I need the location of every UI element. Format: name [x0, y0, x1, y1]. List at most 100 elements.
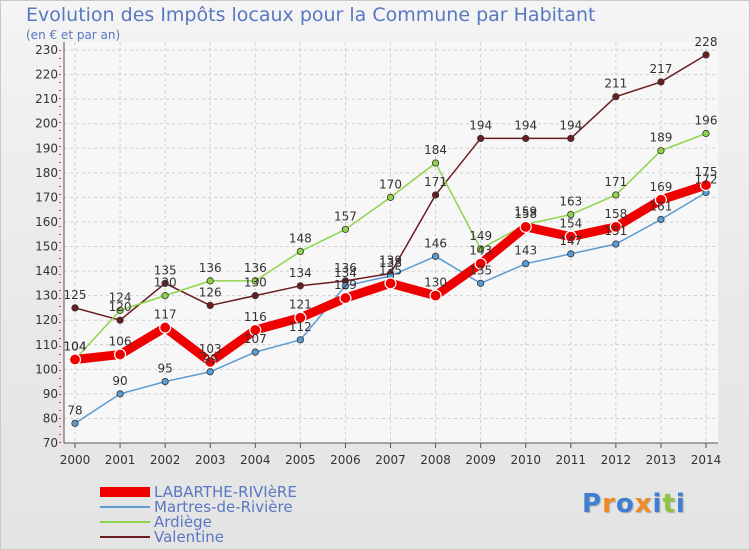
data-label: 161: [649, 199, 672, 213]
data-point: [699, 178, 713, 192]
data-point: [386, 193, 395, 201]
data-point: [519, 220, 532, 233]
data-label: 194: [514, 118, 537, 132]
data-point: [68, 353, 82, 366]
x-tick-label: 2005: [285, 453, 316, 467]
data-label: 151: [604, 224, 627, 238]
y-tick-label: 230: [35, 43, 58, 57]
data-label: 189: [649, 131, 672, 145]
data-label: 157: [334, 209, 357, 223]
data-label: 171: [424, 175, 447, 189]
data-point: [116, 316, 124, 324]
x-tick-label: 2006: [330, 453, 361, 467]
y-tick-label: 160: [35, 215, 58, 229]
data-label: 130: [154, 276, 177, 290]
data-point: [113, 348, 127, 361]
legend-label: LABARTHE-RIVIèRE: [154, 483, 297, 501]
x-tick-label: 2001: [105, 453, 136, 467]
data-label: 120: [109, 300, 132, 314]
data-label: 135: [469, 263, 492, 277]
data-point: [161, 292, 169, 300]
data-point: [251, 292, 259, 300]
data-point: [657, 147, 665, 155]
data-label: 163: [559, 195, 582, 209]
data-point: [204, 355, 217, 369]
data-label: 228: [695, 35, 718, 49]
data-point: [294, 311, 307, 324]
data-label: 104: [64, 339, 87, 353]
data-label: 143: [469, 244, 492, 258]
data-label: 130: [424, 276, 447, 290]
data-point: [477, 245, 485, 253]
data-point: [161, 279, 169, 287]
data-label: 158: [514, 207, 537, 221]
proxiti-logo: Proxiti: [582, 489, 686, 519]
data-label: 95: [158, 362, 173, 376]
data-point: [206, 368, 214, 376]
data-label: 90: [112, 374, 127, 388]
data-label: 146: [424, 236, 447, 250]
legend-label: Valentine: [154, 528, 224, 546]
data-label: 104: [64, 339, 87, 353]
data-label: 217: [649, 62, 672, 76]
data-point: [431, 159, 440, 167]
data-label: 143: [514, 244, 537, 258]
data-label: 149: [469, 229, 492, 243]
data-label: 154: [559, 217, 582, 231]
data-point: [429, 289, 442, 302]
data-point: [206, 277, 214, 285]
data-point: [71, 304, 79, 312]
data-point: [522, 260, 530, 268]
data-label: 121: [289, 298, 312, 312]
x-tick-label: 2011: [556, 453, 587, 467]
data-label: 136: [244, 261, 267, 275]
data-label: 147: [559, 234, 582, 248]
data-label: 78: [67, 403, 82, 417]
data-point: [161, 377, 169, 386]
data-label: 169: [649, 180, 672, 194]
data-label: 99: [203, 352, 218, 366]
data-label: 134: [289, 266, 312, 280]
data-point: [296, 247, 304, 256]
data-point: [612, 93, 620, 101]
y-tick-label: 200: [35, 117, 58, 131]
data-point: [116, 390, 124, 398]
data-label: 136: [199, 261, 222, 275]
data-point: [431, 252, 440, 260]
data-label: 135: [154, 263, 177, 277]
y-tick-label: 190: [35, 141, 58, 155]
data-label: 138: [379, 256, 402, 270]
data-label: 171: [604, 175, 627, 189]
data-point: [474, 257, 487, 270]
chart-subtitle: (en € et par an): [26, 28, 121, 42]
y-tick-label: 70: [43, 436, 58, 450]
x-tick-label: 2002: [150, 453, 181, 467]
data-point: [609, 220, 622, 233]
x-tick-label: 2008: [420, 453, 451, 467]
data-label: 112: [289, 320, 312, 334]
data-point: [431, 191, 440, 199]
data-label: 107: [244, 332, 267, 346]
y-tick-label: 140: [35, 264, 58, 278]
legend-label: Martres-de-Rivière: [154, 498, 293, 516]
data-label: 126: [199, 285, 222, 299]
data-label: 194: [559, 118, 582, 132]
data-point: [657, 78, 665, 86]
data-label: 125: [64, 288, 87, 302]
data-point: [339, 291, 352, 305]
x-tick-label: 2009: [465, 453, 496, 467]
data-point: [384, 277, 397, 290]
x-tick-label: 2007: [375, 453, 406, 467]
y-tick-label: 120: [35, 313, 58, 327]
data-label: 130: [244, 276, 267, 290]
data-point: [296, 282, 304, 290]
data-label: 117: [154, 308, 177, 322]
y-tick-label: 100: [35, 362, 58, 376]
data-point: [477, 279, 485, 287]
data-point: [567, 134, 575, 143]
axis-layer: 7080901001101201301401501601701801902002…: [35, 42, 721, 467]
data-label: 134: [334, 266, 357, 280]
x-tick-label: 2012: [601, 453, 632, 467]
y-tick-label: 170: [35, 190, 58, 204]
